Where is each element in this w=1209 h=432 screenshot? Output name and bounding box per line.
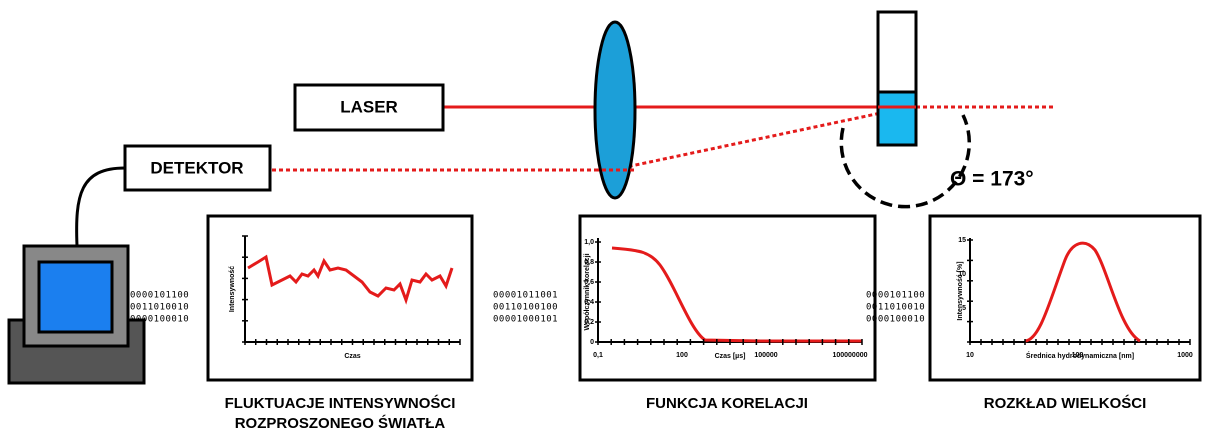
y-tick-label: 0,6 (584, 279, 594, 286)
panel-caption: FLUKTUACJE INTENSYWNOŚCI (225, 394, 456, 412)
y-tick-label: 10 (958, 271, 966, 278)
y-tick-label: 5 (962, 305, 966, 312)
angle-label: Θ = 173° (950, 168, 1034, 191)
binary-stream: 00110100100 (493, 303, 558, 313)
y-tick-label: 0,8 (584, 259, 594, 266)
laser-label: LASER (340, 97, 398, 116)
binary-stream: 0011010010 (866, 303, 925, 313)
y-tick-label: 0 (590, 339, 594, 346)
lens (595, 22, 635, 198)
panel-caption: FUNKCJA KORELACJI (646, 395, 808, 412)
x-axis-label: Czas (344, 353, 360, 360)
panel-caption: ROZPROSZONEGO ŚWIATŁA (235, 414, 446, 432)
panel-frame (208, 216, 472, 380)
x-tick-label: 100 (676, 352, 688, 359)
binary-stream: 0000100010 (866, 315, 925, 325)
y-tick-label: 15 (958, 237, 966, 244)
x-tick-label: 100000 (754, 352, 777, 359)
screen (39, 262, 112, 332)
binary-stream: 0000100010 (130, 315, 189, 325)
binary-stream: 0000101100 (866, 291, 925, 301)
y-axis-label: Intensywność (229, 266, 236, 312)
panel-caption: ROZKŁAD WIELKOŚCI (984, 394, 1147, 412)
binary-stream: 0011010010 (130, 303, 189, 313)
binary-stream: 0000101100 (130, 291, 189, 301)
x-tick-label: 0,1 (593, 352, 603, 359)
sample (880, 92, 915, 144)
cable (77, 168, 125, 246)
y-tick-label: 0,2 (584, 319, 594, 326)
x-axis-label: Czas [µs] (715, 353, 746, 360)
y-tick-label: 1,0 (584, 239, 594, 246)
x-tick-label: 100000000 (832, 352, 867, 359)
x-tick-label: 1000 (1177, 352, 1193, 359)
detector-label: DETEKTOR (150, 158, 243, 177)
binary-stream: 00001000101 (493, 315, 558, 325)
y-tick-label: 0,4 (584, 299, 594, 306)
binary-stream: 00001011001 (493, 291, 558, 301)
diagram: Θ = 173° LASER DETEKTOR 0000101100 001101… (0, 0, 1209, 432)
x-tick-label: 10 (966, 352, 974, 359)
x-tick-label: 100 (1072, 352, 1084, 359)
